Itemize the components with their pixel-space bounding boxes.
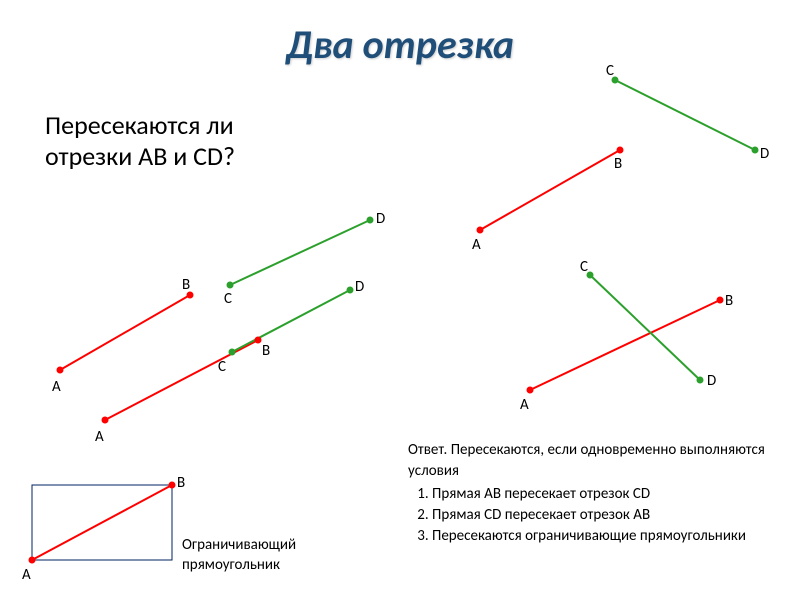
question-text: Пересекаются ли отрезки АВ и CD? [45, 110, 285, 172]
segment-CD [615, 80, 755, 150]
point-label-A: A [95, 428, 104, 446]
answer-list: Прямая АВ пересекает отрезок CD Прямая C… [408, 484, 788, 547]
point-label-B: B [262, 342, 270, 360]
endpoint-dot [169, 482, 176, 489]
answer-item-1: Прямая АВ пересекает отрезок CD [432, 484, 788, 505]
answer-item-2: Прямая CD пересекает отрезок AB [432, 505, 788, 526]
endpoint-dot [367, 217, 374, 224]
point-label-C: C [218, 358, 226, 376]
segment-CD [230, 220, 370, 285]
point-label-B: B [725, 292, 733, 310]
segment-CD [590, 275, 700, 380]
point-label-A: A [520, 396, 529, 414]
point-label-A: A [472, 236, 481, 254]
point-label-B: B [182, 276, 190, 294]
endpoint-dot [527, 387, 534, 394]
endpoint-dot [617, 147, 624, 154]
endpoint-dot [102, 417, 109, 424]
point-label-D: D [760, 145, 769, 163]
segment-AB [32, 485, 172, 560]
slide-title: Два отрезка [286, 20, 514, 69]
endpoint-dot [255, 337, 262, 344]
endpoint-dot [229, 349, 236, 356]
point-label-C: C [606, 62, 614, 80]
point-label-B: B [614, 155, 622, 173]
endpoint-dot [477, 227, 484, 234]
endpoint-dot [697, 377, 704, 384]
point-label-B: B [177, 474, 185, 492]
point-label-C: C [580, 258, 588, 276]
point-label-C: C [224, 290, 232, 308]
bounding-box-caption: Ограничивающий прямоугольник [182, 536, 362, 575]
answer-block: Ответ. Пересекаются, если одновременно в… [408, 440, 788, 547]
answer-item-3: Пересекаются ограничивающие прямоугольни… [432, 526, 788, 547]
bounding-rect [32, 485, 172, 560]
segment-AB [480, 150, 620, 230]
point-label-D: D [355, 278, 364, 296]
segment-AB [105, 340, 258, 420]
endpoint-dot [29, 557, 36, 564]
segment-AB [530, 300, 720, 390]
endpoint-dot [347, 287, 354, 294]
point-label-A: A [22, 566, 31, 584]
segment-CD [232, 290, 350, 352]
point-label-D: D [707, 372, 716, 390]
point-label-D: D [376, 210, 385, 228]
endpoint-dot [717, 297, 724, 304]
answer-intro: Ответ. Пересекаются, если одновременно в… [408, 440, 788, 482]
segment-AB [60, 295, 190, 370]
endpoint-dot [752, 147, 759, 154]
endpoint-dot [57, 367, 64, 374]
point-label-A: A [52, 378, 61, 396]
endpoint-dot [227, 282, 234, 289]
